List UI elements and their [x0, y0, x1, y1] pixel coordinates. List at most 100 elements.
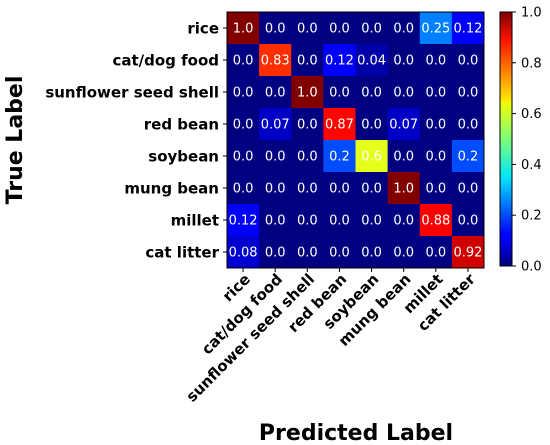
heatmap-cell: [291, 76, 324, 109]
colorbar-tick-label: 0.0: [521, 260, 542, 275]
heatmap-cell: [291, 44, 324, 77]
heatmap-cell: [387, 140, 421, 173]
y-tick-label: red bean: [144, 116, 219, 134]
cell-value-label: 0.0: [265, 214, 286, 229]
heatmap-cell: [451, 172, 485, 205]
cell-value-label: 0.0: [361, 86, 382, 101]
cell-value-label: 0.0: [361, 118, 382, 133]
cell-value-label: 0.0: [393, 22, 414, 37]
heatmap-cell: [323, 140, 356, 173]
cell-value-label: 0.0: [361, 214, 382, 229]
x-axis-title: Predicted Label: [259, 421, 453, 445]
colorbar: 0.0 0.2 0.4 0.6 0.8 1.0: [499, 6, 542, 275]
heatmap-cell: [355, 44, 389, 77]
cell-value-label: 0.0: [233, 86, 254, 101]
cell-value-label: 0.0: [393, 150, 414, 165]
cell-value-label: 0.0: [233, 118, 254, 133]
cell-value-label: 0.0: [265, 246, 286, 261]
heatmap-cell: [355, 12, 389, 45]
heatmap-cell: [259, 44, 292, 77]
heatmap-cell: [451, 204, 485, 237]
heatmap-cell: [227, 76, 260, 109]
cell-value-label: 0.0: [425, 150, 446, 165]
cell-value-label: 0.0: [393, 54, 414, 69]
heatmap-cell: [419, 12, 453, 45]
colorbar-gradient: [499, 11, 513, 267]
x-tick-label: sunflower seed shell: [183, 270, 319, 406]
cell-value-label: 0.12: [229, 214, 258, 229]
heatmap-cell: [259, 172, 292, 205]
cell-value-label: 0.0: [329, 86, 350, 101]
cell-value-label: 0.0: [458, 86, 479, 101]
cell-value-label: 0.07: [261, 118, 290, 133]
heatmap-cell: [387, 108, 421, 141]
cell-value-label: 0.0: [233, 182, 254, 197]
cell-value-label: 0.2: [458, 150, 479, 165]
cell-value-label: 0.0: [458, 182, 479, 197]
heatmap-cell: [355, 108, 389, 141]
cell-value-label: 0.07: [389, 118, 418, 133]
cell-value-label: 0.0: [329, 182, 350, 197]
heatmap-cell: [451, 236, 485, 269]
colorbar-tick-label: 0.4: [521, 158, 542, 173]
cell-value-label: 0.0: [393, 214, 414, 229]
cell-value-label: 0.0: [297, 118, 318, 133]
heatmap-cell: [323, 172, 356, 205]
heatmap-cell: [387, 204, 421, 237]
colorbar-tick-label: 0.6: [521, 107, 542, 122]
y-tick-labels: rice cat/dog food sunflower seed shell red …: [45, 20, 227, 262]
heatmap-cell: [387, 76, 421, 109]
cell-value-label: 0.0: [265, 182, 286, 197]
cell-value-label: 0.08: [229, 246, 258, 261]
heatmap-cell: [451, 140, 485, 173]
heatmap-cell: [419, 108, 453, 141]
cell-value-label: 0.0: [329, 246, 350, 261]
cell-value-label: 0.12: [453, 22, 482, 37]
heatmap-cell: [323, 44, 356, 77]
heatmap-cell: [291, 12, 324, 45]
heatmap-cell: [323, 12, 356, 45]
cell-value-label: 0.04: [357, 54, 386, 69]
cell-value-label: 0.0: [425, 246, 446, 261]
heatmap-cell: [355, 172, 389, 205]
heatmap-cell: [419, 140, 453, 173]
heatmap-cell: [419, 44, 453, 77]
heatmap-cell: [291, 140, 324, 173]
heatmap-cell: [227, 236, 260, 269]
cell-value-label: 0.0: [458, 54, 479, 69]
heatmap-cell: [259, 204, 292, 237]
heatmap-cell: [291, 108, 324, 141]
heatmap-cell: [451, 76, 485, 109]
cell-value-label: 0.2: [329, 150, 350, 165]
cell-value-label: 0.0: [233, 54, 254, 69]
heatmap-cell: [227, 140, 260, 173]
cell-value-label: 0.0: [265, 150, 286, 165]
colorbar-tick-label: 0.8: [521, 56, 542, 71]
cell-value-label: 0.0: [297, 150, 318, 165]
cell-value-label: 0.0: [265, 86, 286, 101]
colorbar-tick-label: 1.0: [521, 6, 542, 21]
heatmap-cell: [419, 236, 453, 269]
y-tick-label: millet: [171, 212, 219, 230]
heatmap-cell: [387, 44, 421, 77]
heatmap-cell: [259, 140, 292, 173]
cell-value-label: 0.92: [453, 246, 482, 261]
heatmap-cell: [451, 12, 485, 45]
colorbar-tick-label: 0.2: [521, 209, 542, 224]
heatmap-cell: [387, 236, 421, 269]
heatmap-cell: [451, 44, 485, 77]
cell-value-label: 0.0: [425, 118, 446, 133]
cell-value-label: 0.0: [297, 54, 318, 69]
y-tick-label: sunflower seed shell: [45, 84, 219, 102]
heatmap-cell: [323, 204, 356, 237]
cell-value-label: 0.12: [325, 54, 354, 69]
y-tick-label: mung bean: [124, 180, 219, 198]
cell-value-label: 0.88: [421, 214, 450, 229]
cell-value-label: 0.0: [425, 54, 446, 69]
heatmap-cell: [387, 172, 421, 205]
cell-value-label: 0.0: [458, 214, 479, 229]
heatmap-frame: [226, 11, 485, 269]
cell-value-label: 0.0: [265, 22, 286, 37]
colorbar-ticks: 0.0 0.2 0.4 0.6 0.8 1.0: [512, 6, 542, 275]
